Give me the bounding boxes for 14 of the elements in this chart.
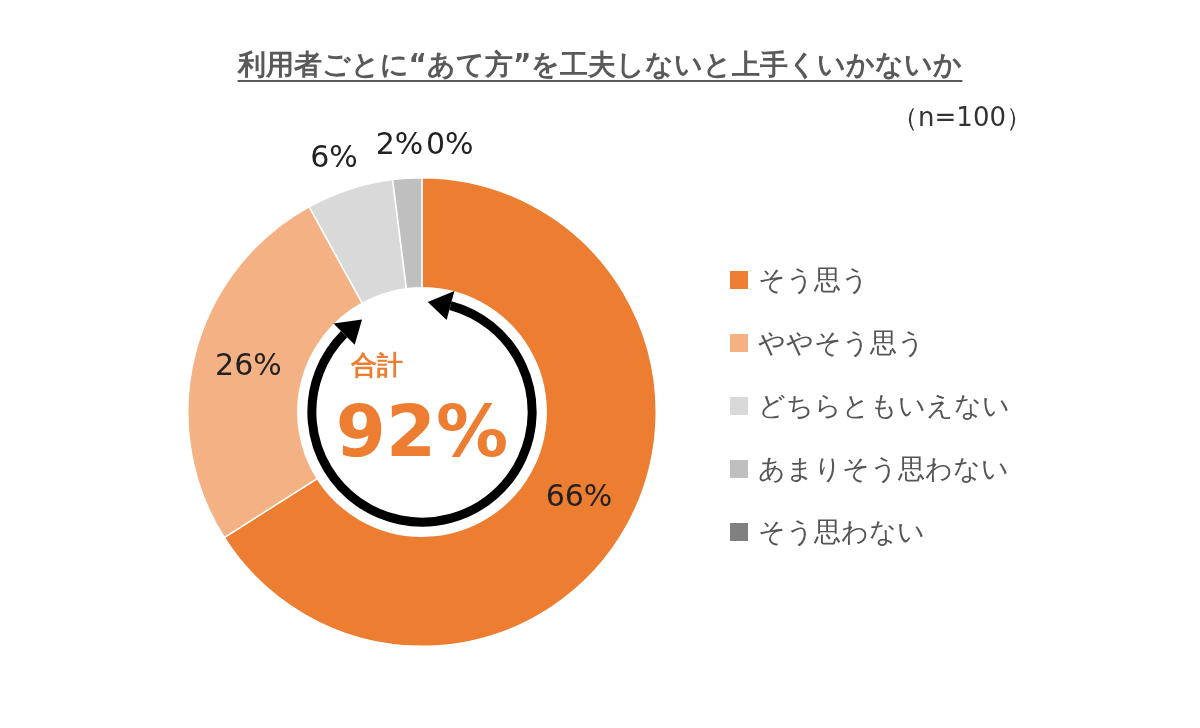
legend-label: あまりそう思わない [758, 451, 1009, 486]
text: 0% [426, 125, 474, 161]
data-label: 66% [545, 478, 613, 514]
legend-label: どちらともいえない [758, 388, 1010, 423]
data-label: 2% [375, 126, 424, 162]
data-label: 26% [215, 347, 282, 383]
text: 合計 [350, 349, 403, 380]
legend-label: そう思わない [758, 514, 925, 549]
chart-subtitle: （n=100） [892, 101, 1032, 134]
legend-label: ややそう思う [758, 325, 925, 360]
legend-label: そう思う [758, 262, 869, 297]
chart-title: 利用者ごとに“あて方”を工夫しないと上手くいかないか [237, 48, 963, 81]
text: 92% [335, 388, 509, 473]
data-label: 6% [310, 138, 358, 174]
